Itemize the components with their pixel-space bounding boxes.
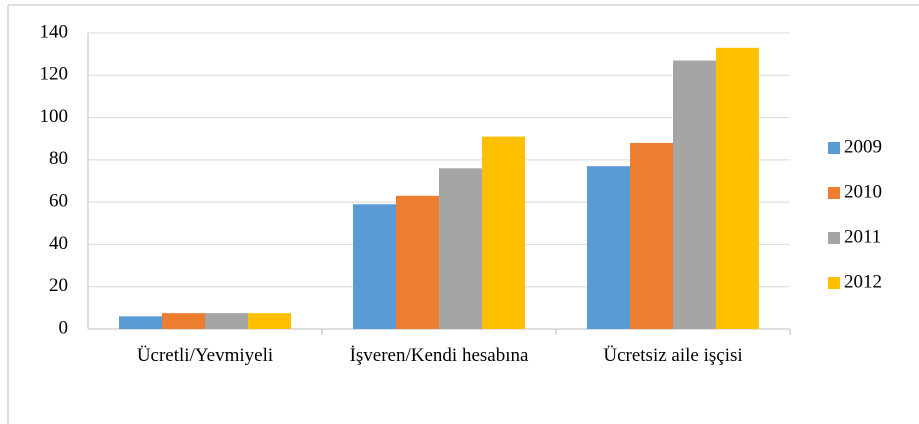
bar <box>482 136 525 329</box>
y-tick-label: 0 <box>59 317 69 338</box>
bar <box>587 166 630 329</box>
legend-swatch <box>828 277 840 289</box>
legend-label: 2012 <box>844 271 882 292</box>
bar <box>205 313 248 329</box>
bar <box>716 47 759 330</box>
legend-swatch <box>828 232 840 244</box>
y-tick-label: 40 <box>49 233 68 254</box>
bar <box>630 142 673 329</box>
legend-swatch <box>828 187 840 199</box>
bar <box>162 313 205 329</box>
bar <box>353 204 396 329</box>
bar <box>248 313 291 329</box>
legend-label: 2011 <box>844 226 881 247</box>
bar <box>119 316 162 329</box>
x-tick-label: Ücretli/Yevmiyeli <box>136 345 274 366</box>
y-tick-label: 20 <box>49 275 68 296</box>
y-tick-label: 120 <box>40 64 69 85</box>
bar <box>439 168 482 329</box>
bar <box>673 60 716 329</box>
bar <box>396 195 439 329</box>
y-tick-label: 80 <box>49 148 68 169</box>
y-tick-label: 140 <box>40 21 69 42</box>
legend-label: 2009 <box>844 136 882 157</box>
y-tick-label: 60 <box>49 191 68 212</box>
y-tick-label: 100 <box>40 106 69 127</box>
x-tick-label: İşveren/Kendi hesabına <box>349 345 529 366</box>
legend-label: 2010 <box>844 181 882 202</box>
legend-swatch <box>828 142 840 154</box>
x-tick-label: Ücretsiz aile işçisi <box>603 345 743 366</box>
